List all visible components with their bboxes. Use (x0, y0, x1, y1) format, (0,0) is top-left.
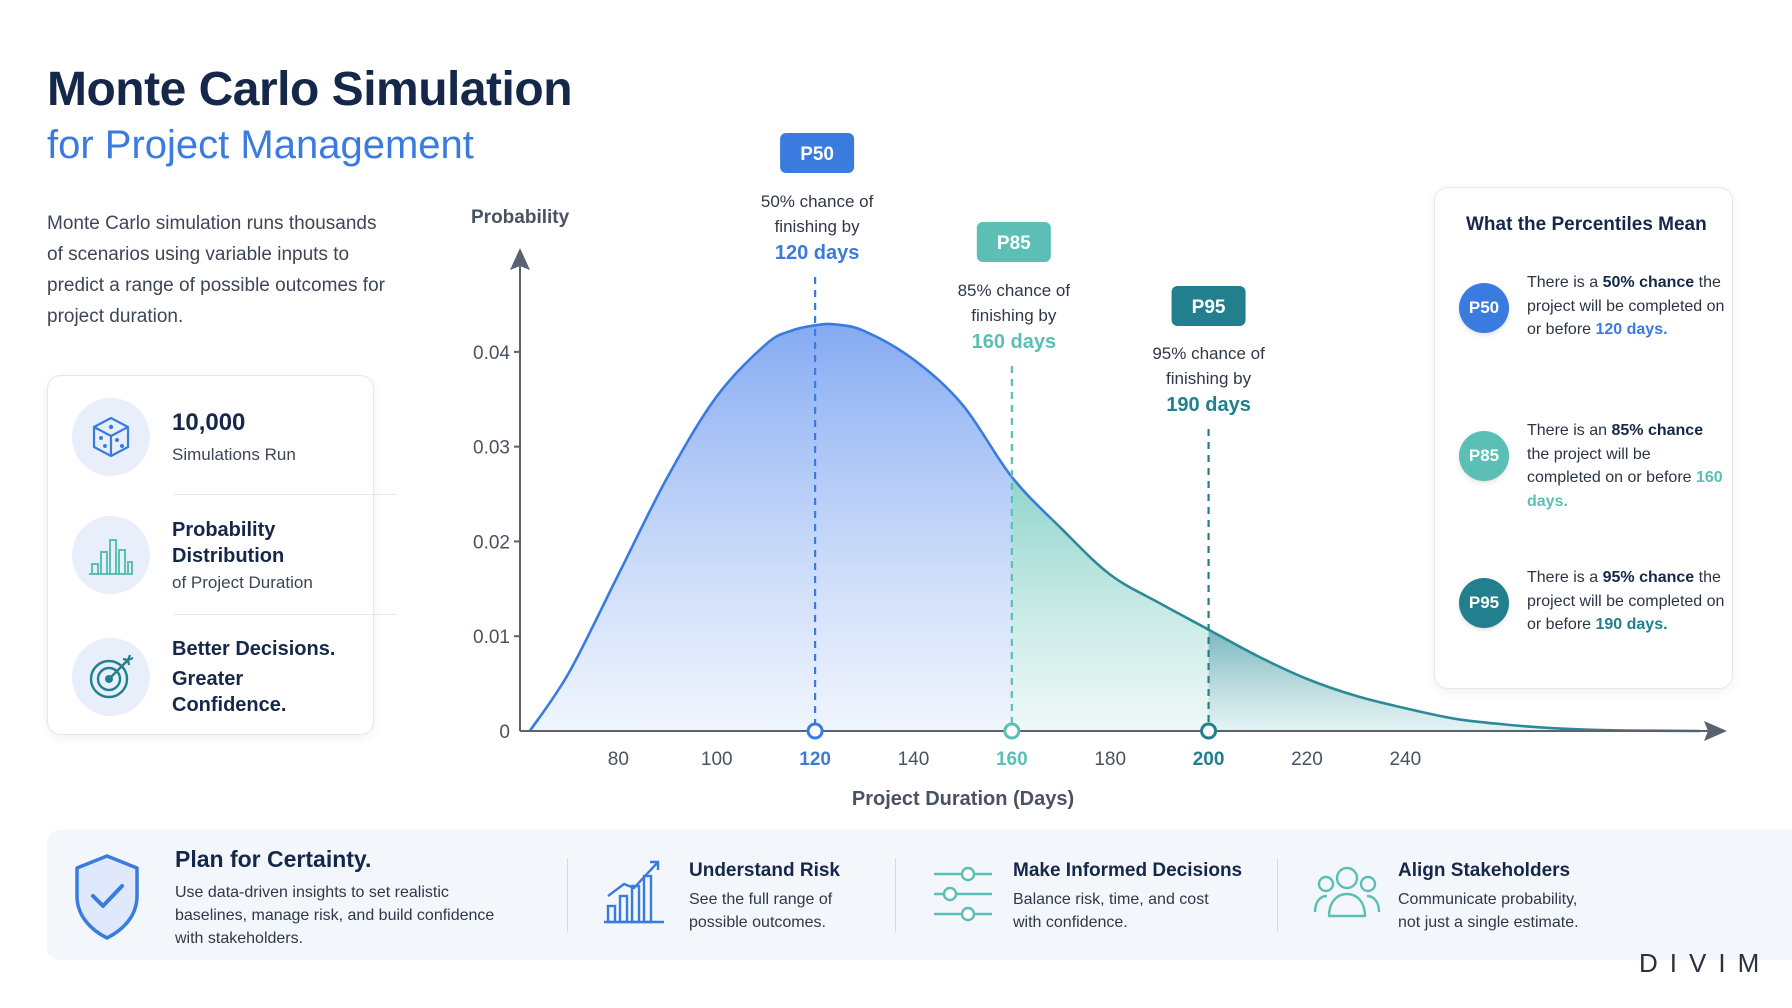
feature-desc-line: See the full range of (689, 891, 833, 908)
marker-badge-p50 (780, 133, 855, 173)
bottom-band: Plan for Certainty. Use data-driven insi… (47, 830, 1792, 960)
distribution-sub: of Project Duration (172, 573, 313, 592)
distribution-curve-tail (1051, 517, 1701, 733)
separator (895, 858, 896, 932)
feature-title: Understand Risk (689, 860, 840, 881)
stat-decisions: Better Decisions. Greater Confidence. (72, 636, 352, 718)
feature-align-stakeholders: Align Stakeholders Communicate probabili… (1313, 830, 1643, 960)
target-icon (72, 638, 150, 716)
brand-logo: DIVIM (1639, 948, 1772, 978)
feature-desc: Balance risk, time, and cost with confid… (1013, 888, 1242, 934)
x-tick-label: 140 (898, 749, 930, 770)
simulations-label: Simulations Run (172, 445, 296, 464)
x-tick-label: 120 (799, 749, 831, 770)
distribution-line1: Probability (172, 519, 276, 541)
feature-plan: Plan for Certainty. Use data-driven insi… (69, 830, 529, 960)
plan-title: Plan for Certainty. (175, 846, 372, 872)
feature-desc-line: possible outcomes. (689, 914, 826, 931)
shield-check-icon (69, 848, 145, 949)
area-fill-p95 (1208, 629, 1701, 731)
distribution-curve (528, 322, 1052, 732)
marker-badge-label: P50 (800, 144, 834, 165)
feature-desc: See the full range of possible outcomes. (689, 888, 840, 934)
simulations-value: 10,000 (172, 409, 246, 436)
feature-informed-decisions: Make Informed Decisions Balance risk, ti… (932, 830, 1282, 960)
separator (567, 858, 568, 932)
legend-badge: P95 (1459, 578, 1509, 628)
legend-badge: P50 (1459, 283, 1509, 333)
x-axis-label: Project Duration (Days) (852, 788, 1074, 810)
legend-badge: P85 (1459, 431, 1509, 481)
marker-days: 160 days (972, 331, 1057, 353)
marker-dot-p85 (1003, 722, 1021, 740)
feature-desc-line: with confidence. (1013, 914, 1128, 931)
marker-badge-p95 (1171, 286, 1246, 326)
x-tick-label: 180 (1094, 749, 1126, 770)
x-tick-label: 160 (996, 749, 1028, 770)
bar-chart-icon (72, 516, 150, 594)
page-subtitle: for Project Management (47, 123, 474, 167)
distribution-chart: Probability Project Duration (Days) 0 0.01 0… (471, 133, 1727, 810)
stat-divider (174, 494, 396, 495)
feature-title: Make Informed Decisions (1013, 860, 1243, 881)
sliders-icon (932, 864, 994, 929)
y-axis-arrow (510, 248, 530, 270)
feature-understand-risk: Understand Risk See the full range of po… (602, 830, 902, 960)
stat-distribution: Probability Distribution of Project Dura… (72, 516, 352, 594)
x-tick-label: 80 (608, 749, 629, 770)
feature-title: Align Stakeholders (1398, 860, 1571, 881)
marker-text-line: 85% chance of (958, 281, 1071, 300)
growth-chart-icon (602, 856, 666, 931)
intro-text: Monte Carlo simulation runs thousands of… (47, 213, 385, 327)
x-tick-label: 220 (1291, 749, 1323, 770)
x-tick-label: 100 (701, 749, 733, 770)
dice-icon (72, 398, 150, 476)
y-tick-label: 0 (499, 722, 510, 743)
feature-desc-line: not just a single estimate. (1398, 914, 1579, 931)
marker-badge-label: P85 (997, 233, 1031, 254)
marker-badge-p85 (976, 222, 1051, 262)
distribution-line2: Distribution (172, 545, 285, 567)
page-title: Monte Carlo Simulation (47, 63, 573, 116)
x-tick-label: 200 (1193, 749, 1225, 770)
y-tick-label: 0.03 (473, 438, 510, 459)
marker-days: 120 days (775, 242, 860, 264)
marker-text-line: finishing by (1166, 369, 1252, 388)
marker-text-line: 50% chance of (761, 192, 874, 211)
y-tick-label: 0.04 (473, 343, 510, 364)
stat-divider (174, 614, 396, 615)
y-tick-label: 0.02 (473, 532, 510, 553)
marker-dot-p50 (806, 722, 824, 740)
y-tick-label: 0.01 (473, 627, 510, 648)
area-fill-p85 (1011, 476, 1209, 731)
stats-card: 10,000 Simulations Run Probability Distr… (47, 375, 396, 735)
marker-badge-label: P95 (1192, 297, 1226, 318)
decisions-line2: Greater Confidence. (172, 668, 287, 716)
feature-desc: Communicate probability, not just a sing… (1398, 888, 1579, 934)
x-tick-label: 240 (1389, 749, 1421, 770)
stat-simulations: 10,000 Simulations Run (72, 398, 352, 476)
feature-desc-line: Communicate probability, (1398, 891, 1578, 908)
people-group-icon (1313, 862, 1381, 927)
marker-text-line: 95% chance of (1152, 344, 1265, 363)
y-axis-label: Probability (471, 207, 570, 228)
x-axis-arrow (1704, 721, 1727, 741)
marker-days: 190 days (1166, 394, 1251, 416)
area-fill-p50 (529, 323, 1012, 731)
feature-desc-line: Balance risk, time, and cost (1013, 891, 1209, 908)
legend-text: There is a 95% chance the project will b… (1527, 569, 1725, 633)
decisions-line1: Better Decisions. (172, 638, 336, 660)
marker-dot-p95 (1200, 722, 1218, 740)
marker-text-line: finishing by (775, 217, 861, 236)
percentiles-legend: What the Percentiles Mean P50 There is a … (1434, 187, 1733, 689)
plan-desc: Use data-driven insights to set realisti… (175, 884, 495, 947)
legend-title: What the Percentiles Mean (1466, 214, 1707, 235)
marker-text-line: finishing by (971, 306, 1057, 325)
legend-text: There is an 85% chance the project will … (1527, 422, 1723, 510)
legend-text: There is a 50% chance the project will b… (1527, 274, 1725, 338)
separator (1277, 858, 1278, 932)
